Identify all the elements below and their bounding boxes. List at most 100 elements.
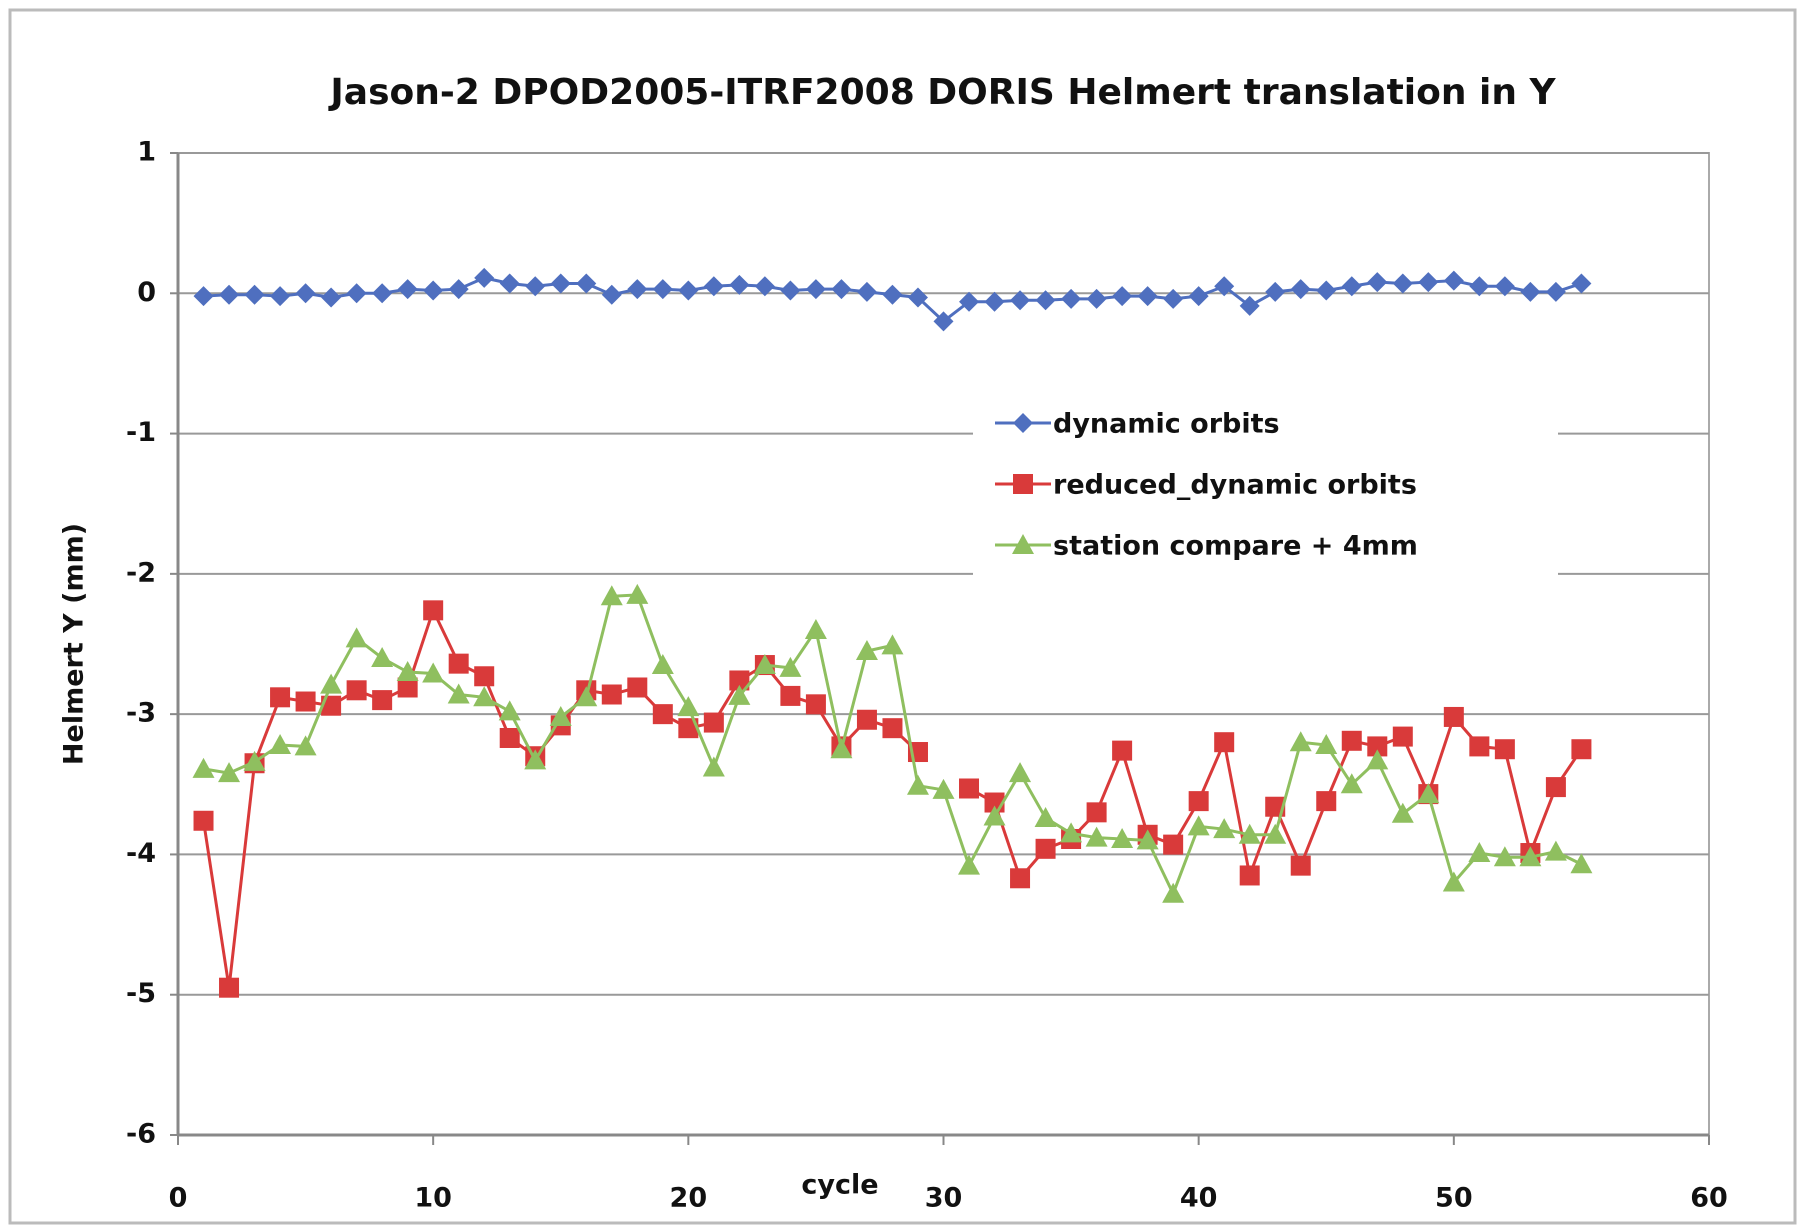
- marker: [1136, 829, 1159, 850]
- marker: [397, 677, 418, 698]
- y-tick-label: -3: [126, 698, 156, 729]
- marker: [371, 647, 394, 668]
- marker: [1188, 286, 1209, 307]
- marker: [1443, 706, 1464, 727]
- marker: [498, 700, 521, 721]
- marker: [1137, 286, 1158, 307]
- marker: [753, 654, 776, 675]
- marker: [831, 279, 852, 300]
- marker: [524, 749, 547, 770]
- marker: [958, 854, 981, 875]
- marker: [1264, 823, 1287, 844]
- marker: [1494, 739, 1515, 760]
- marker: [780, 685, 801, 706]
- marker: [219, 977, 240, 998]
- marker: [218, 762, 241, 783]
- marker: [728, 684, 751, 705]
- marker: [1493, 846, 1516, 867]
- marker: [575, 686, 598, 707]
- marker: [1213, 818, 1236, 839]
- marker: [983, 805, 1006, 826]
- marker: [549, 705, 572, 726]
- marker: [652, 279, 673, 300]
- marker: [804, 618, 827, 639]
- marker: [1163, 288, 1184, 309]
- frame: [8, 8, 1797, 1225]
- marker: [959, 291, 980, 312]
- marker: [1468, 842, 1491, 863]
- marker: [1418, 272, 1439, 293]
- marker: [193, 810, 214, 831]
- marker: [1366, 749, 1389, 770]
- x-tick-label: 0: [169, 1183, 188, 1214]
- marker: [1545, 777, 1566, 798]
- marker: [243, 750, 266, 771]
- y-tick-label: -2: [126, 557, 156, 588]
- legend: dynamic orbits reduced_dynamic orbits stat…: [973, 391, 1558, 576]
- marker: [1012, 534, 1034, 554]
- marker: [295, 283, 316, 304]
- x-tick-label: 60: [1690, 1183, 1728, 1214]
- marker: [397, 279, 418, 300]
- marker: [856, 709, 877, 730]
- marker: [729, 274, 750, 295]
- marker: [1341, 730, 1362, 751]
- marker: [780, 280, 801, 301]
- marker: [1035, 838, 1056, 859]
- marker: [447, 683, 470, 704]
- marker: [372, 283, 393, 304]
- marker: [1238, 823, 1261, 844]
- marker: [856, 281, 877, 302]
- marker: [423, 280, 444, 301]
- marker: [600, 585, 623, 606]
- marker: [1545, 281, 1566, 302]
- marker: [703, 712, 724, 733]
- marker: [678, 280, 699, 301]
- marker: [626, 583, 649, 604]
- y-tick-label: -4: [126, 838, 156, 869]
- marker: [627, 279, 648, 300]
- marker: [678, 718, 699, 739]
- marker: [1086, 288, 1107, 309]
- marker: [1544, 840, 1567, 861]
- marker: [1239, 865, 1260, 886]
- marker: [651, 654, 674, 675]
- marker: [1391, 802, 1414, 823]
- x-tick-label: 20: [670, 1183, 708, 1214]
- marker: [499, 727, 520, 748]
- marker: [372, 690, 393, 711]
- marker: [244, 284, 265, 305]
- marker: [499, 273, 520, 294]
- marker: [1442, 871, 1465, 892]
- marker: [702, 756, 725, 777]
- marker: [473, 686, 496, 707]
- marker: [1013, 413, 1033, 433]
- marker: [805, 279, 826, 300]
- marker: [779, 656, 802, 677]
- marker: [1520, 281, 1541, 302]
- legend-label: station compare + 4mm: [1053, 531, 1418, 562]
- marker: [269, 734, 292, 755]
- x-tick-label: 10: [414, 1183, 452, 1214]
- marker: [448, 279, 469, 300]
- marker: [295, 691, 316, 712]
- marker: [1290, 855, 1311, 876]
- marker: [677, 696, 700, 717]
- chart-title: Jason-2 DPOD2005-ITRF2008 DORIS Helmert …: [327, 72, 1556, 113]
- marker: [525, 276, 546, 297]
- marker: [627, 677, 648, 698]
- marker: [907, 287, 928, 308]
- marker: [984, 291, 1005, 312]
- marker: [1085, 826, 1108, 847]
- marker: [881, 634, 904, 655]
- marker: [601, 684, 622, 705]
- marker: [1340, 773, 1363, 794]
- y-tick-label: -5: [126, 978, 156, 1009]
- marker: [474, 267, 495, 288]
- marker: [1315, 734, 1338, 755]
- x-tick-label: 50: [1435, 1183, 1473, 1214]
- y-tick-label: 0: [137, 277, 156, 308]
- marker: [959, 778, 980, 799]
- x-tick-label: 30: [925, 1183, 963, 1214]
- marker: [1061, 288, 1082, 309]
